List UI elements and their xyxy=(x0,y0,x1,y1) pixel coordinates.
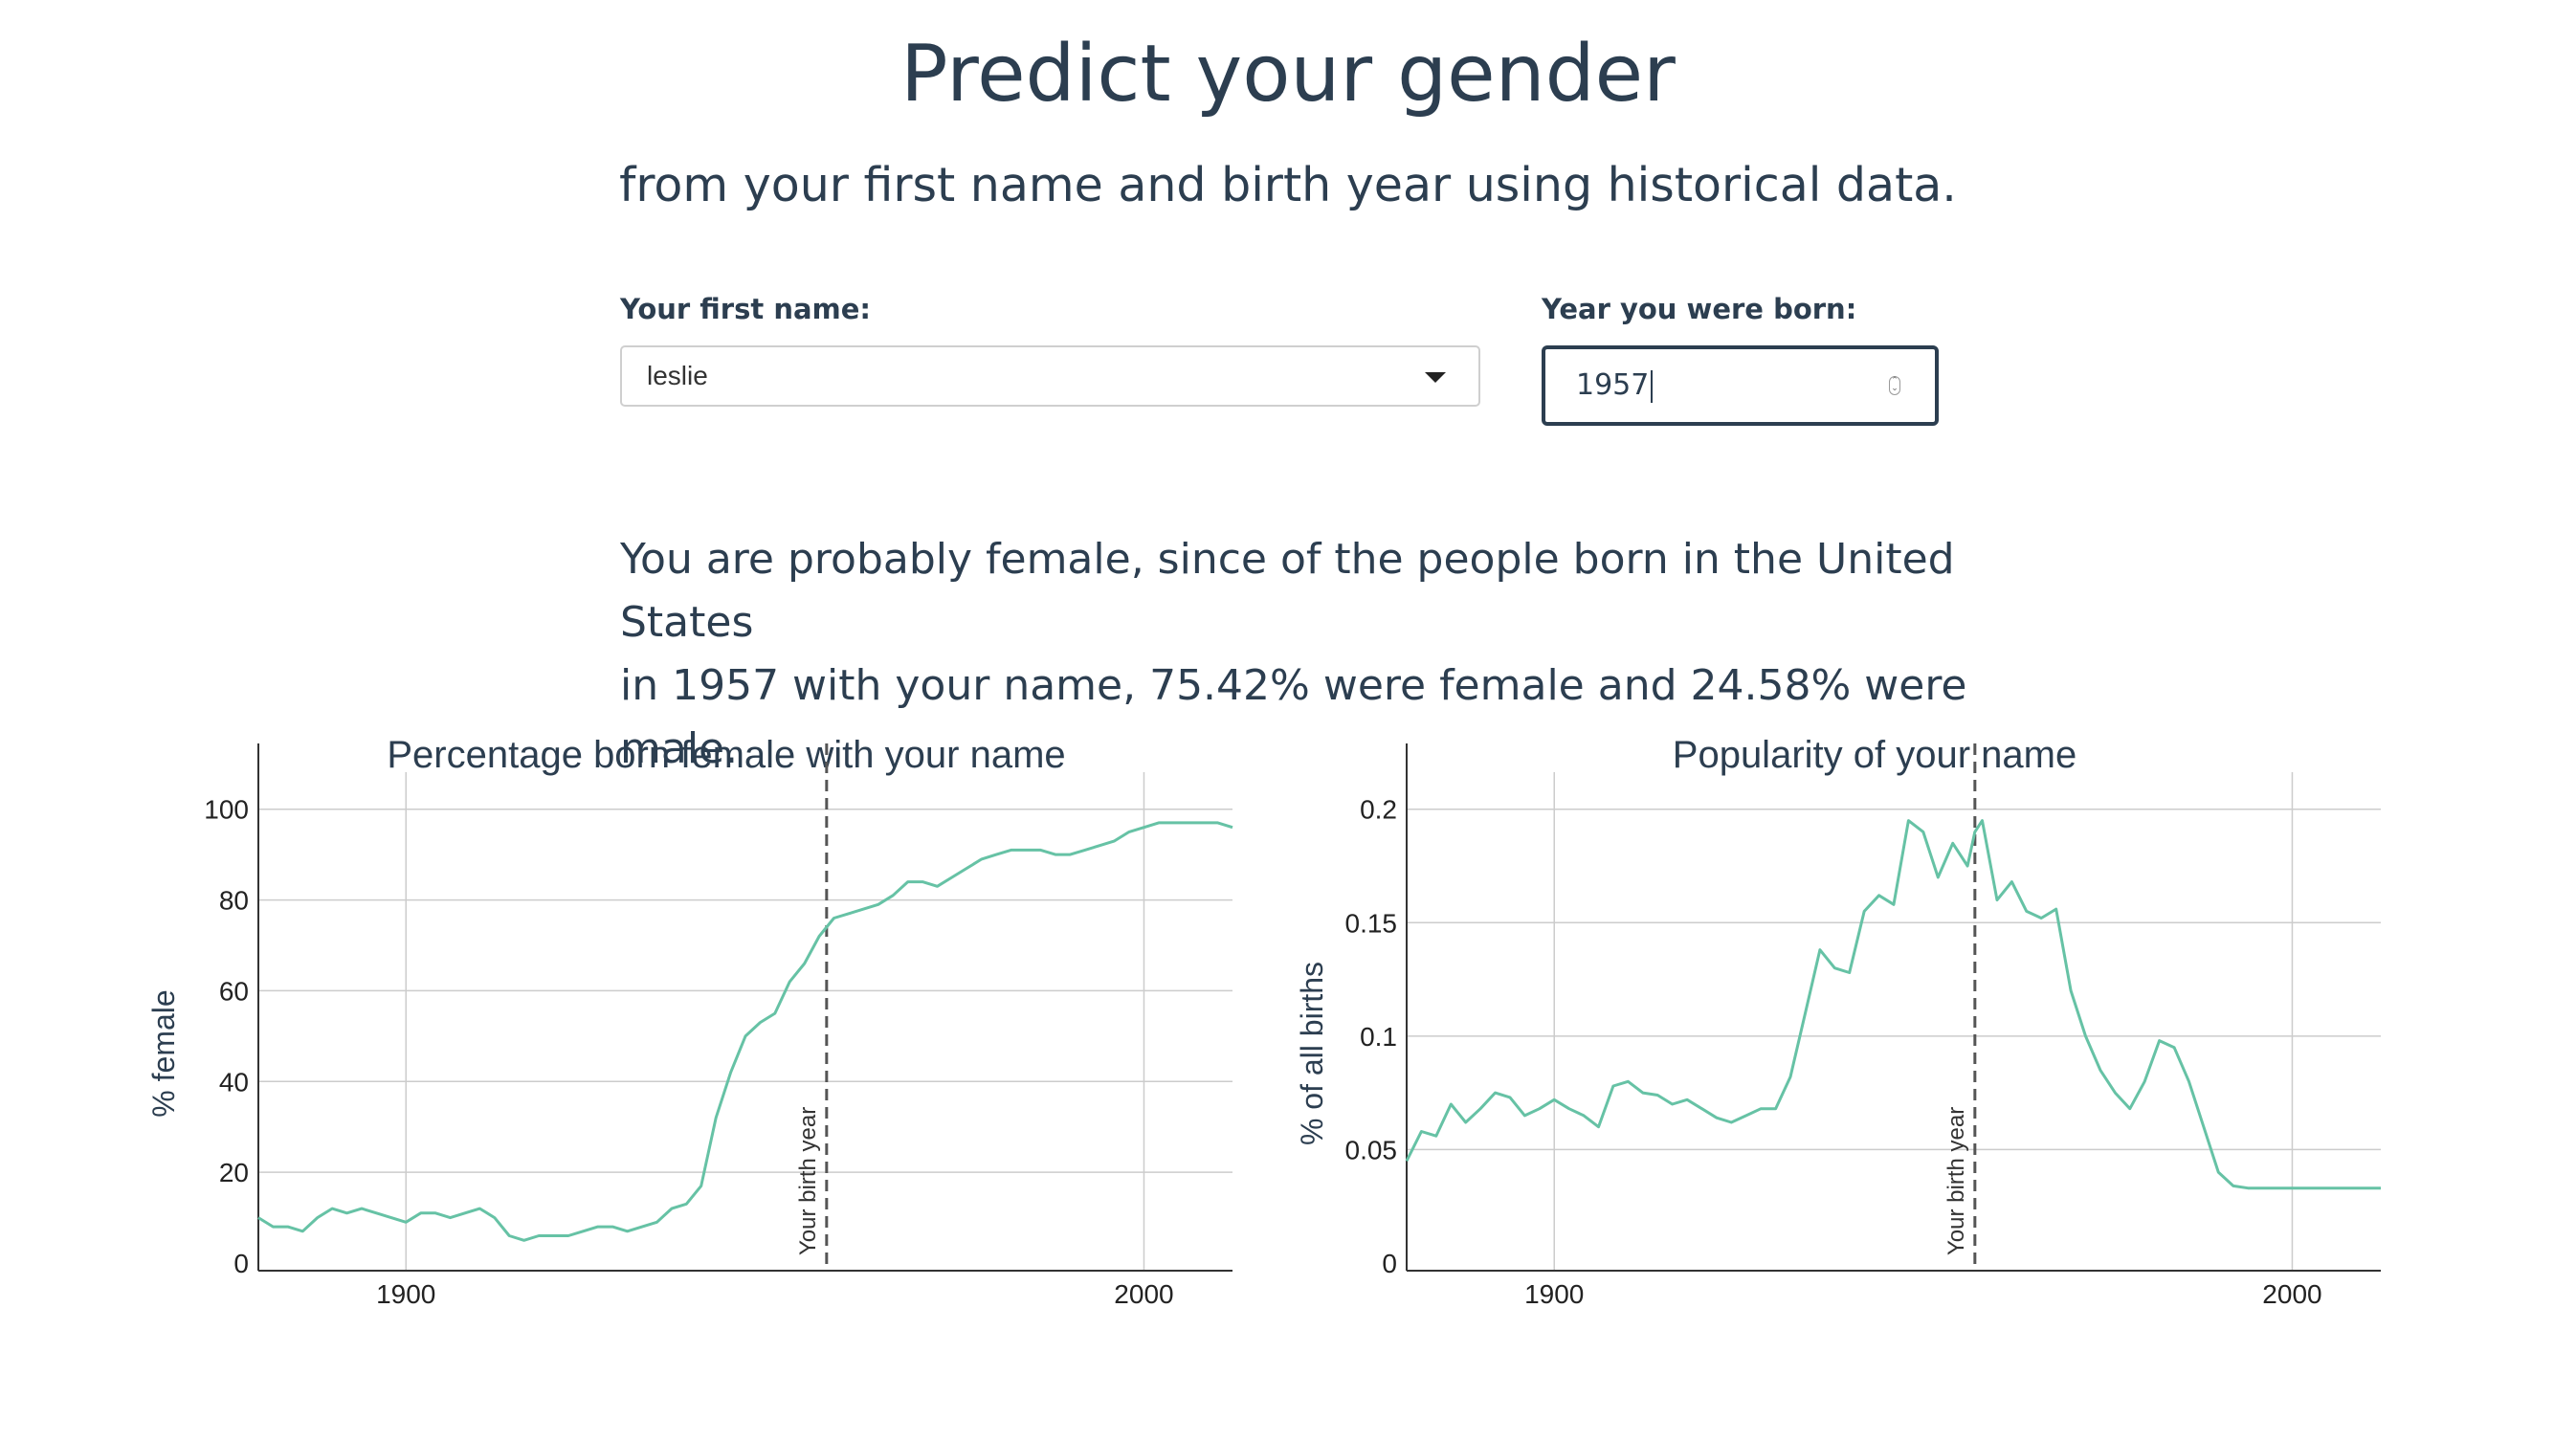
x-tick-label: 1900 xyxy=(376,1279,435,1309)
y-tick-label: 0.05 xyxy=(1345,1135,1398,1164)
y-tick-label: 80 xyxy=(219,886,249,916)
birth-year-value: 1957 xyxy=(1576,368,1650,402)
y-tick-label: 0 xyxy=(1382,1249,1397,1278)
chart-title: Percentage born female with your name xyxy=(387,737,1065,776)
text-cursor xyxy=(1651,369,1654,403)
x-tick-label: 2000 xyxy=(1114,1279,1173,1309)
birth-year-input[interactable]: 1957 ⌃ ⌄ xyxy=(1542,345,1939,426)
first-name-select[interactable]: leslie xyxy=(620,345,1480,407)
series-line xyxy=(1405,819,2381,1190)
y-tick-label: 0.2 xyxy=(1360,795,1397,825)
y-tick-label: 100 xyxy=(204,795,249,825)
chart-title: Popularity of your name xyxy=(1673,737,2076,776)
birth-year-marker-label: Your birth year xyxy=(1943,1107,1969,1255)
birth-year-marker-label: Your birth year xyxy=(795,1107,821,1255)
page-subtitle: from your first name and birth year usin… xyxy=(619,158,1957,212)
first-name-value: leslie xyxy=(647,361,708,390)
y-axis-label: % of all births xyxy=(1295,962,1329,1145)
series-line xyxy=(257,821,1233,1242)
chart-svg: Percentage born female with your name 0 20… xyxy=(146,734,1233,1309)
y-tick-label: 60 xyxy=(219,976,249,1006)
y-tick-label: 0.1 xyxy=(1360,1022,1397,1052)
x-tick-label: 2000 xyxy=(2262,1279,2321,1309)
y-axis-label: % female xyxy=(146,989,181,1117)
chart-svg: Popularity of your name 0 0.05 0.1 0.15 0.2 19… xyxy=(1295,734,2381,1309)
result-line-1: You are probably female, since of the pe… xyxy=(620,535,1955,647)
chevron-down-icon[interactable] xyxy=(1425,372,1446,383)
popularity-chart: Popularity of your name 0 0.05 0.1 0.15 0.2 19… xyxy=(1282,734,2469,1330)
x-tick-label: 1900 xyxy=(1524,1279,1584,1309)
birth-year-label: Year you were born: xyxy=(1542,293,1857,325)
page-title: Predict your gender xyxy=(900,29,1676,120)
female-percentage-chart: Percentage born female with your name 0 20… xyxy=(134,734,1321,1330)
spinner-icon[interactable]: ⌃ ⌄ xyxy=(1889,376,1900,395)
y-tick-label: 20 xyxy=(219,1158,249,1187)
result-text: You are probably female, since of the pe… xyxy=(620,528,2008,781)
y-tick-label: 0.15 xyxy=(1345,908,1398,938)
result-line-2: in 1957 with your name, 75.42% were fema… xyxy=(620,661,1967,773)
y-tick-label: 0 xyxy=(233,1249,249,1278)
y-tick-label: 40 xyxy=(219,1067,249,1097)
first-name-label: Your first name: xyxy=(620,293,872,325)
